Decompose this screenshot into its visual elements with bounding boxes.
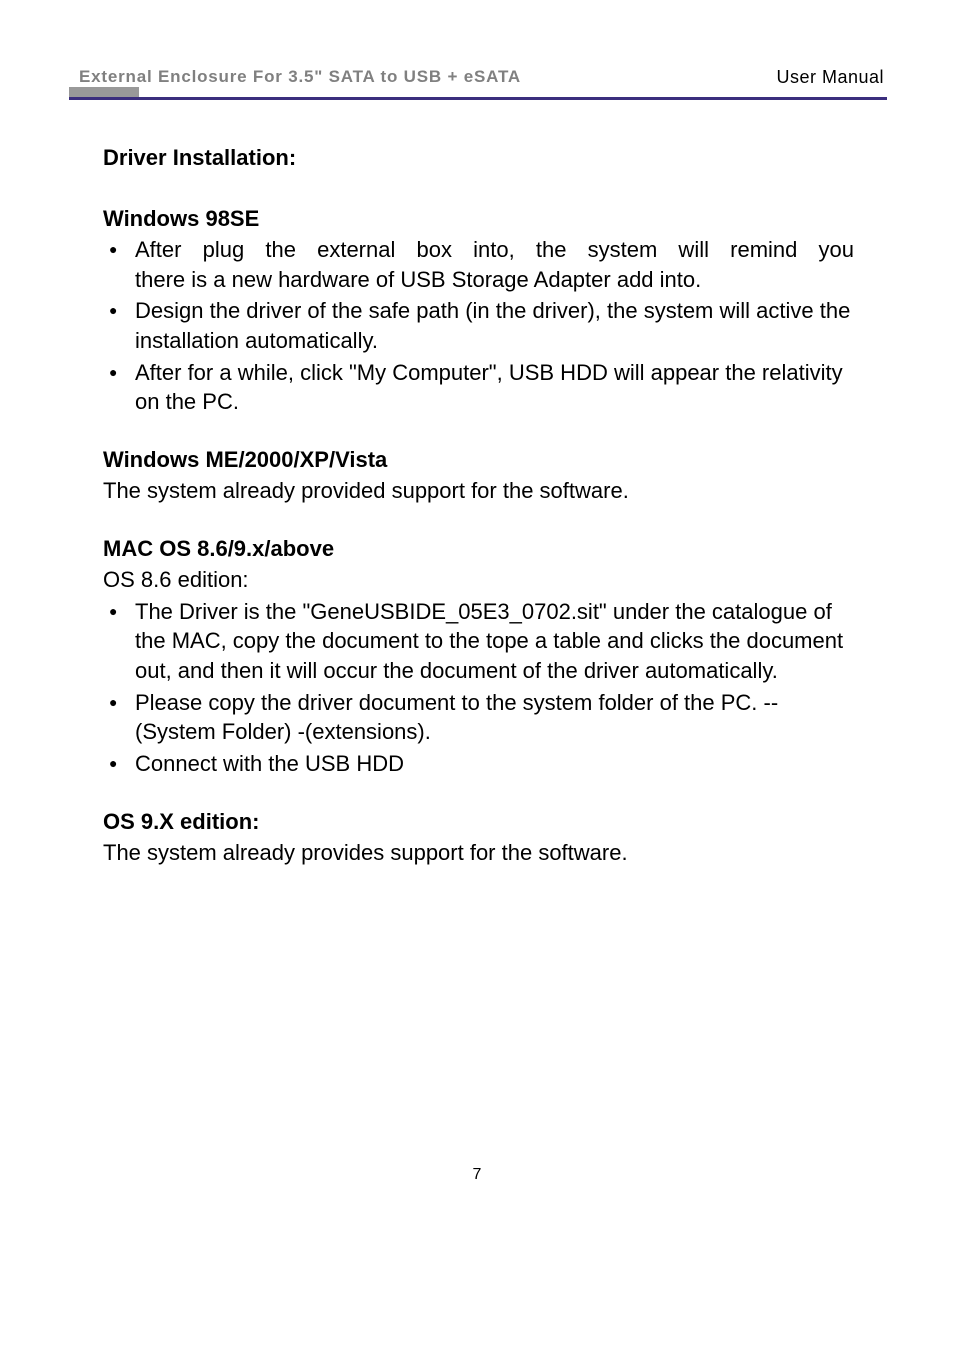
list-item: The Driver is the "GeneUSBIDE_05E3_0702.… xyxy=(103,597,854,686)
section-windows-me-2000-xp-vista: Windows ME/2000/XP/Vista The system alre… xyxy=(103,447,854,506)
list-item: After plug the external box into, the sy… xyxy=(103,235,854,294)
section-os-9x: OS 9.X edition: The system already provi… xyxy=(103,809,854,868)
list-item-text: Please copy the driver document to the s… xyxy=(135,690,778,745)
section-title: Windows ME/2000/XP/Vista xyxy=(103,447,854,473)
list-item-text: Design the driver of the safe path (in t… xyxy=(135,298,850,353)
section-title: OS 9.X edition: xyxy=(103,809,854,835)
page-content: Driver Installation: Windows 98SE After … xyxy=(103,145,854,897)
list-item-text: there is a new hardware of USB Storage A… xyxy=(135,267,701,292)
list-item: Design the driver of the safe path (in t… xyxy=(103,296,854,355)
bullet-list: The Driver is the "GeneUSBIDE_05E3_0702.… xyxy=(103,597,854,779)
section-title: MAC OS 8.6/9.x/above xyxy=(103,536,854,562)
header-title-right: User Manual xyxy=(776,67,884,88)
header-divider-line xyxy=(69,97,887,100)
page-number: 7 xyxy=(0,1166,954,1184)
list-item-text: Connect with the USB HDD xyxy=(135,751,404,776)
section-subtitle: OS 8.6 edition: xyxy=(103,565,854,595)
list-item-text: After for a while, click "My Computer", … xyxy=(135,360,843,415)
list-item-text: The Driver is the "GeneUSBIDE_05E3_0702.… xyxy=(135,599,843,683)
list-item-text: After plug the external box into, the sy… xyxy=(135,235,854,265)
main-title: Driver Installation: xyxy=(103,145,854,171)
list-item: After for a while, click "My Computer", … xyxy=(103,358,854,417)
section-body: The system already provided support for … xyxy=(103,476,854,506)
page-header: External Enclosure For 3.5" SATA to USB … xyxy=(69,73,887,99)
bullet-list: After plug the external box into, the sy… xyxy=(103,235,854,417)
list-item: Connect with the USB HDD xyxy=(103,749,854,779)
section-mac-os: MAC OS 8.6/9.x/above OS 8.6 edition: The… xyxy=(103,536,854,779)
section-title: Windows 98SE xyxy=(103,206,854,232)
section-body: The system already provides support for … xyxy=(103,838,854,868)
section-windows-98se: Windows 98SE After plug the external box… xyxy=(103,206,854,417)
list-item: Please copy the driver document to the s… xyxy=(103,688,854,747)
header-title-left: External Enclosure For 3.5" SATA to USB … xyxy=(79,67,521,87)
